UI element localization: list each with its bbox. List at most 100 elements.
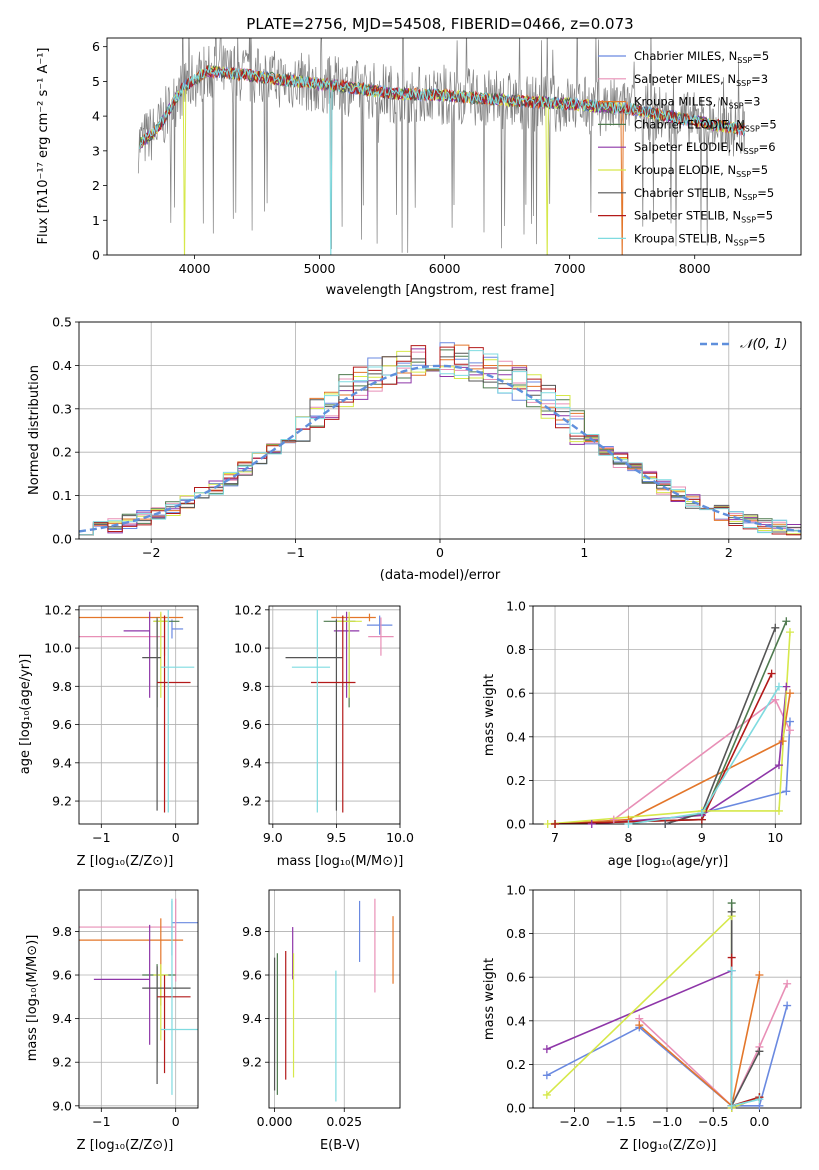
axes: 4000 5000 6000 7000 8000 0 1 2 3 4 5 6 xyxy=(92,37,802,276)
y-tick-label: 0.5 xyxy=(52,315,72,330)
y-tick-label: 9.2 xyxy=(242,794,262,809)
y-tick-label: 4 xyxy=(92,109,100,124)
weight-marker-kroupa-stelib xyxy=(624,820,633,828)
weight-marker-salpeter-miles xyxy=(785,726,794,735)
weight-marker-chabrier-miles xyxy=(783,1001,792,1010)
y-tick-label: 9.2 xyxy=(52,794,72,809)
x-tick-label: 4000 xyxy=(179,261,211,276)
x-tick-label: 5000 xyxy=(304,261,336,276)
y-tick-label: 0.6 xyxy=(506,686,526,701)
y-tick-label: 9.0 xyxy=(52,1098,72,1113)
weight-marker-chabrier-miles xyxy=(785,717,794,726)
weight-line-kroupa-elodie xyxy=(547,632,791,824)
x-tick-label: 0.000 xyxy=(257,1114,293,1129)
y-tick-label: 0.0 xyxy=(506,1101,526,1116)
errorbar-salpeter-miles xyxy=(79,617,166,656)
y-tick-label: 10.0 xyxy=(234,641,262,656)
y-tick-label: 9.2 xyxy=(242,1055,262,1070)
spectrum-xlabel: wavelength [Angstrom, rest frame] xyxy=(326,283,555,298)
axes-frame xyxy=(78,321,802,540)
plot-area xyxy=(79,609,195,813)
gridlines xyxy=(79,606,198,824)
y-tick-label: 9.2 xyxy=(52,1055,72,1070)
weight-age-ylabel: mass weight xyxy=(482,674,497,756)
errorbar-kroupa-elodie xyxy=(336,611,362,698)
weight-marker-chabrier-stelib xyxy=(771,623,780,632)
weight-marker-chabrier-stelib xyxy=(727,907,736,916)
plot-area xyxy=(79,342,801,536)
legend-label-salpeter-elodie: Salpeter ELODIE, NSSP=6 xyxy=(634,140,776,156)
y-tick-label: 1.0 xyxy=(506,599,526,614)
y-tick-label: 0.4 xyxy=(506,1013,526,1028)
errorbar-kroupa-elodie xyxy=(153,611,169,698)
errorbar-kroupa-stelib xyxy=(160,898,198,1095)
y-tick-label: 0.2 xyxy=(506,773,526,788)
model-kroupa-stelib xyxy=(139,65,746,255)
y-tick-label: 1 xyxy=(92,213,100,228)
legend-label-kroupa-miles: Kroupa MILES, NSSP=3 xyxy=(634,95,760,111)
y-tick-label: 0.1 xyxy=(52,488,72,503)
errorbar-chabrier-stelib xyxy=(285,619,343,811)
gridlines xyxy=(269,890,400,1108)
y-tick-label: 10.2 xyxy=(234,602,262,617)
x-tick-label: 0 xyxy=(172,830,180,845)
weight-z-xlabel: Z [log₁₀(Z/Z⊙)] xyxy=(620,1138,717,1153)
x-tick-label: −1 xyxy=(92,1114,110,1129)
errorbar-kroupa-miles xyxy=(331,613,376,622)
legend-label-chabrier-miles: Chabrier MILES, NSSP=5 xyxy=(634,49,769,65)
y-tick-label: 3 xyxy=(92,143,100,158)
weight-marker-kroupa-miles xyxy=(778,737,787,746)
y-tick-label: 0.8 xyxy=(506,642,526,657)
errorbar-salpeter-stelib xyxy=(157,975,191,1074)
spectrum-title: PLATE=2756, MJD=54508, FIBERID=0466, z=0… xyxy=(246,15,633,33)
weight-age-xlabel: age [log₁₀(age/yr)] xyxy=(608,854,729,869)
weight-marker-kroupa-miles xyxy=(635,1021,644,1030)
mass-ebv-panel: 0.000 0.025 9.2 9.4 9.6 9.8 xyxy=(242,889,401,1129)
y-tick-label: 9.8 xyxy=(242,924,262,939)
x-tick-label: 6000 xyxy=(429,261,461,276)
weight-marker-salpeter-miles xyxy=(771,695,780,704)
weight-age-panel: 7 8 9 10 0.0 0.2 0.4 0.6 0.8 1.0 xyxy=(506,599,802,845)
weight-marker-kroupa-stelib xyxy=(774,682,783,691)
x-tick-label: 0.025 xyxy=(326,1114,362,1129)
y-tick-label: 9.4 xyxy=(52,755,72,770)
errorbar-salpeter-stelib xyxy=(157,615,191,813)
errorbar-salpeter-stelib xyxy=(310,615,356,813)
x-tick-label: 9.5 xyxy=(326,830,346,845)
plot-area xyxy=(285,609,394,813)
axes: 0.000 0.025 9.2 9.4 9.6 9.8 xyxy=(242,889,401,1129)
weight-marker-chabrier-stelib xyxy=(661,820,670,828)
axes-frame xyxy=(106,37,802,256)
y-tick-label: 5 xyxy=(92,74,100,89)
errorbar-salpeter-miles xyxy=(368,617,394,656)
mass-z-panel: −1 0 9.0 9.2 9.4 9.6 9.8 xyxy=(52,889,199,1129)
weight-marker-salpeter-stelib xyxy=(727,953,736,962)
errorbar-chabrier-miles xyxy=(171,619,184,639)
gaussian-legend-label: 𝒩(0, 1) xyxy=(740,337,787,352)
x-tick-label: 9.0 xyxy=(263,830,283,845)
weight-marker-chabrier-elodie xyxy=(727,899,736,908)
y-tick-label: 1.0 xyxy=(506,883,526,898)
plot-area xyxy=(547,620,791,824)
x-tick-label: −1.5 xyxy=(606,1114,636,1129)
age-mass-panel: 9.0 9.5 10.0 9.2 9.4 9.6 9.8 10.0 10.2 xyxy=(234,602,414,845)
mass-ebv-xlabel: E(B-V) xyxy=(320,1138,360,1153)
x-tick-label: 0 xyxy=(172,1114,180,1129)
plot-area xyxy=(137,38,746,255)
y-tick-label: 0.4 xyxy=(506,729,526,744)
residual-hist-salpeter-stelib xyxy=(79,345,801,536)
errorbar-salpeter-elodie xyxy=(333,611,360,698)
legend-label-kroupa-stelib: Kroupa STELIB, NSSP=5 xyxy=(634,231,765,247)
x-tick-label: 0.0 xyxy=(749,1114,769,1129)
weight-marker-kroupa-elodie xyxy=(785,628,794,637)
weight-z-ylabel: mass weight xyxy=(482,958,497,1040)
age-z-ylabel: age [log₁₀(age/yr)] xyxy=(18,654,33,775)
weight-marker-salpeter-stelib xyxy=(767,669,776,678)
y-tick-label: 6 xyxy=(92,39,100,54)
weight-marker-kroupa-miles xyxy=(785,689,794,698)
weight-marker-salpeter-miles xyxy=(783,979,792,988)
axes-frame xyxy=(532,605,802,825)
x-tick-label: −0.5 xyxy=(698,1114,728,1129)
y-tick-label: 9.6 xyxy=(242,968,262,983)
